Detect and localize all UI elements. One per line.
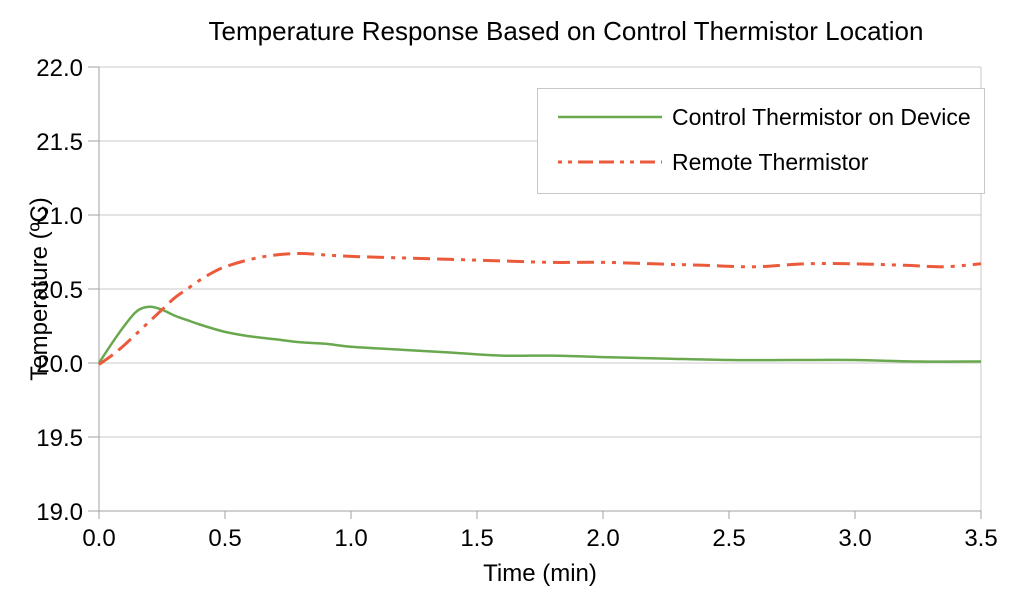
y-axis-title: Temperature (ºC) bbox=[26, 197, 53, 381]
legend-item-control-thermistor: Control Thermistor on Device bbox=[558, 103, 971, 131]
x-tick-label: 3.5 bbox=[964, 525, 997, 552]
y-tick-label: 22.0 bbox=[36, 55, 83, 82]
x-tick-label: 3.0 bbox=[838, 525, 871, 552]
x-tick-label: 1.0 bbox=[334, 525, 367, 552]
x-tick-label: 1.5 bbox=[460, 525, 493, 552]
y-tick-label: 19.5 bbox=[36, 425, 83, 452]
y-tick-label: 21.5 bbox=[36, 129, 83, 156]
y-tick-label: 21.0 bbox=[36, 203, 83, 230]
x-axis-title: Time (min) bbox=[483, 560, 597, 587]
y-tick-label: 19.0 bbox=[36, 499, 83, 526]
y-tick-label: 20.0 bbox=[36, 351, 83, 378]
legend-item-remote-thermistor: Remote Thermistor bbox=[558, 148, 868, 176]
x-tick-label: 2.0 bbox=[586, 525, 619, 552]
x-tick-label: 0.5 bbox=[208, 525, 241, 552]
legend-label-remote: Remote Thermistor bbox=[672, 148, 869, 175]
legend-label-control: Control Thermistor on Device bbox=[672, 103, 971, 130]
chart-title: Temperature Response Based on Control Th… bbox=[208, 16, 924, 46]
series-line-remote-thermistor bbox=[98, 251, 982, 366]
series-line-control-thermistor bbox=[97, 305, 982, 364]
x-tick-label: 0.0 bbox=[82, 525, 115, 552]
x-tick-label: 2.5 bbox=[712, 525, 745, 552]
legend-line-control-icon bbox=[558, 115, 662, 119]
legend-line-remote-icon bbox=[558, 160, 662, 164]
y-tick-label: 20.5 bbox=[36, 277, 83, 304]
legend: Control Thermistor on Device Remote Ther… bbox=[537, 88, 985, 194]
